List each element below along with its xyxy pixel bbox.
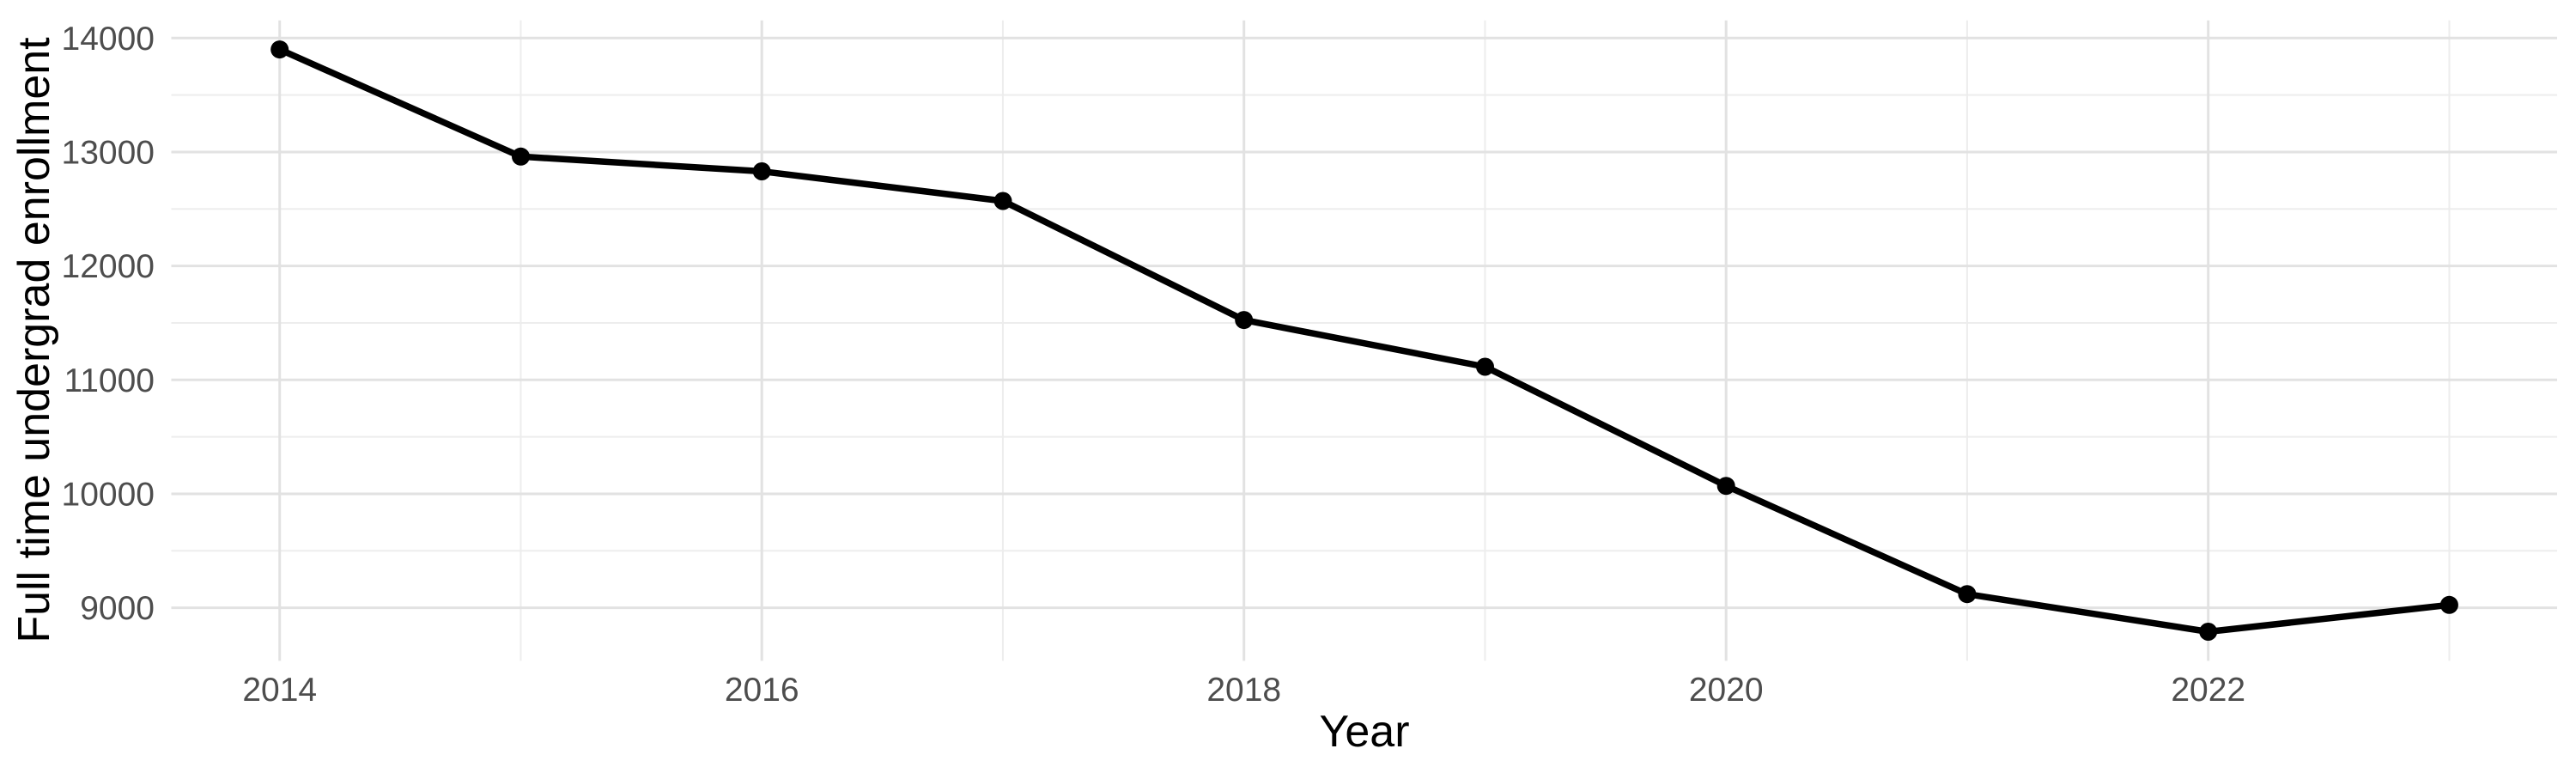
y-tick-label: 13000 [62,134,155,171]
x-tick-label: 2018 [1206,672,1281,709]
x-tick-label: 2020 [1689,672,1764,709]
data-point-2019 [1476,357,1494,376]
y-axis-title: Full time undergrad enrollment [9,37,59,643]
y-tick-label: 10000 [62,476,155,513]
data-point-2015 [512,147,530,166]
y-tick-label: 9000 [80,590,155,627]
x-tick-label: 2014 [242,672,317,709]
data-point-2018 [1235,311,1254,330]
y-tick-label: 14000 [62,21,155,58]
tick-label-layer: 9000 10000 11000 12000 13000 14000 2014 2016 201… [62,21,2246,709]
data-point-2020 [1716,477,1735,496]
data-point-2023 [2439,595,2458,614]
data-point-2014 [270,40,289,59]
grid-layer [171,20,2557,661]
data-point-2016 [752,162,771,180]
series-layer [270,40,2458,641]
x-tick-label: 2022 [2171,672,2245,709]
data-point-2017 [993,192,1012,210]
y-tick-label: 12000 [62,248,155,285]
enrollment-line [278,46,2450,636]
data-point-2022 [2199,623,2218,641]
y-tick-label: 11000 [64,362,155,399]
x-axis-title: Year [1319,707,1409,757]
data-point-2021 [1958,585,1977,604]
x-tick-label: 2016 [725,672,799,709]
